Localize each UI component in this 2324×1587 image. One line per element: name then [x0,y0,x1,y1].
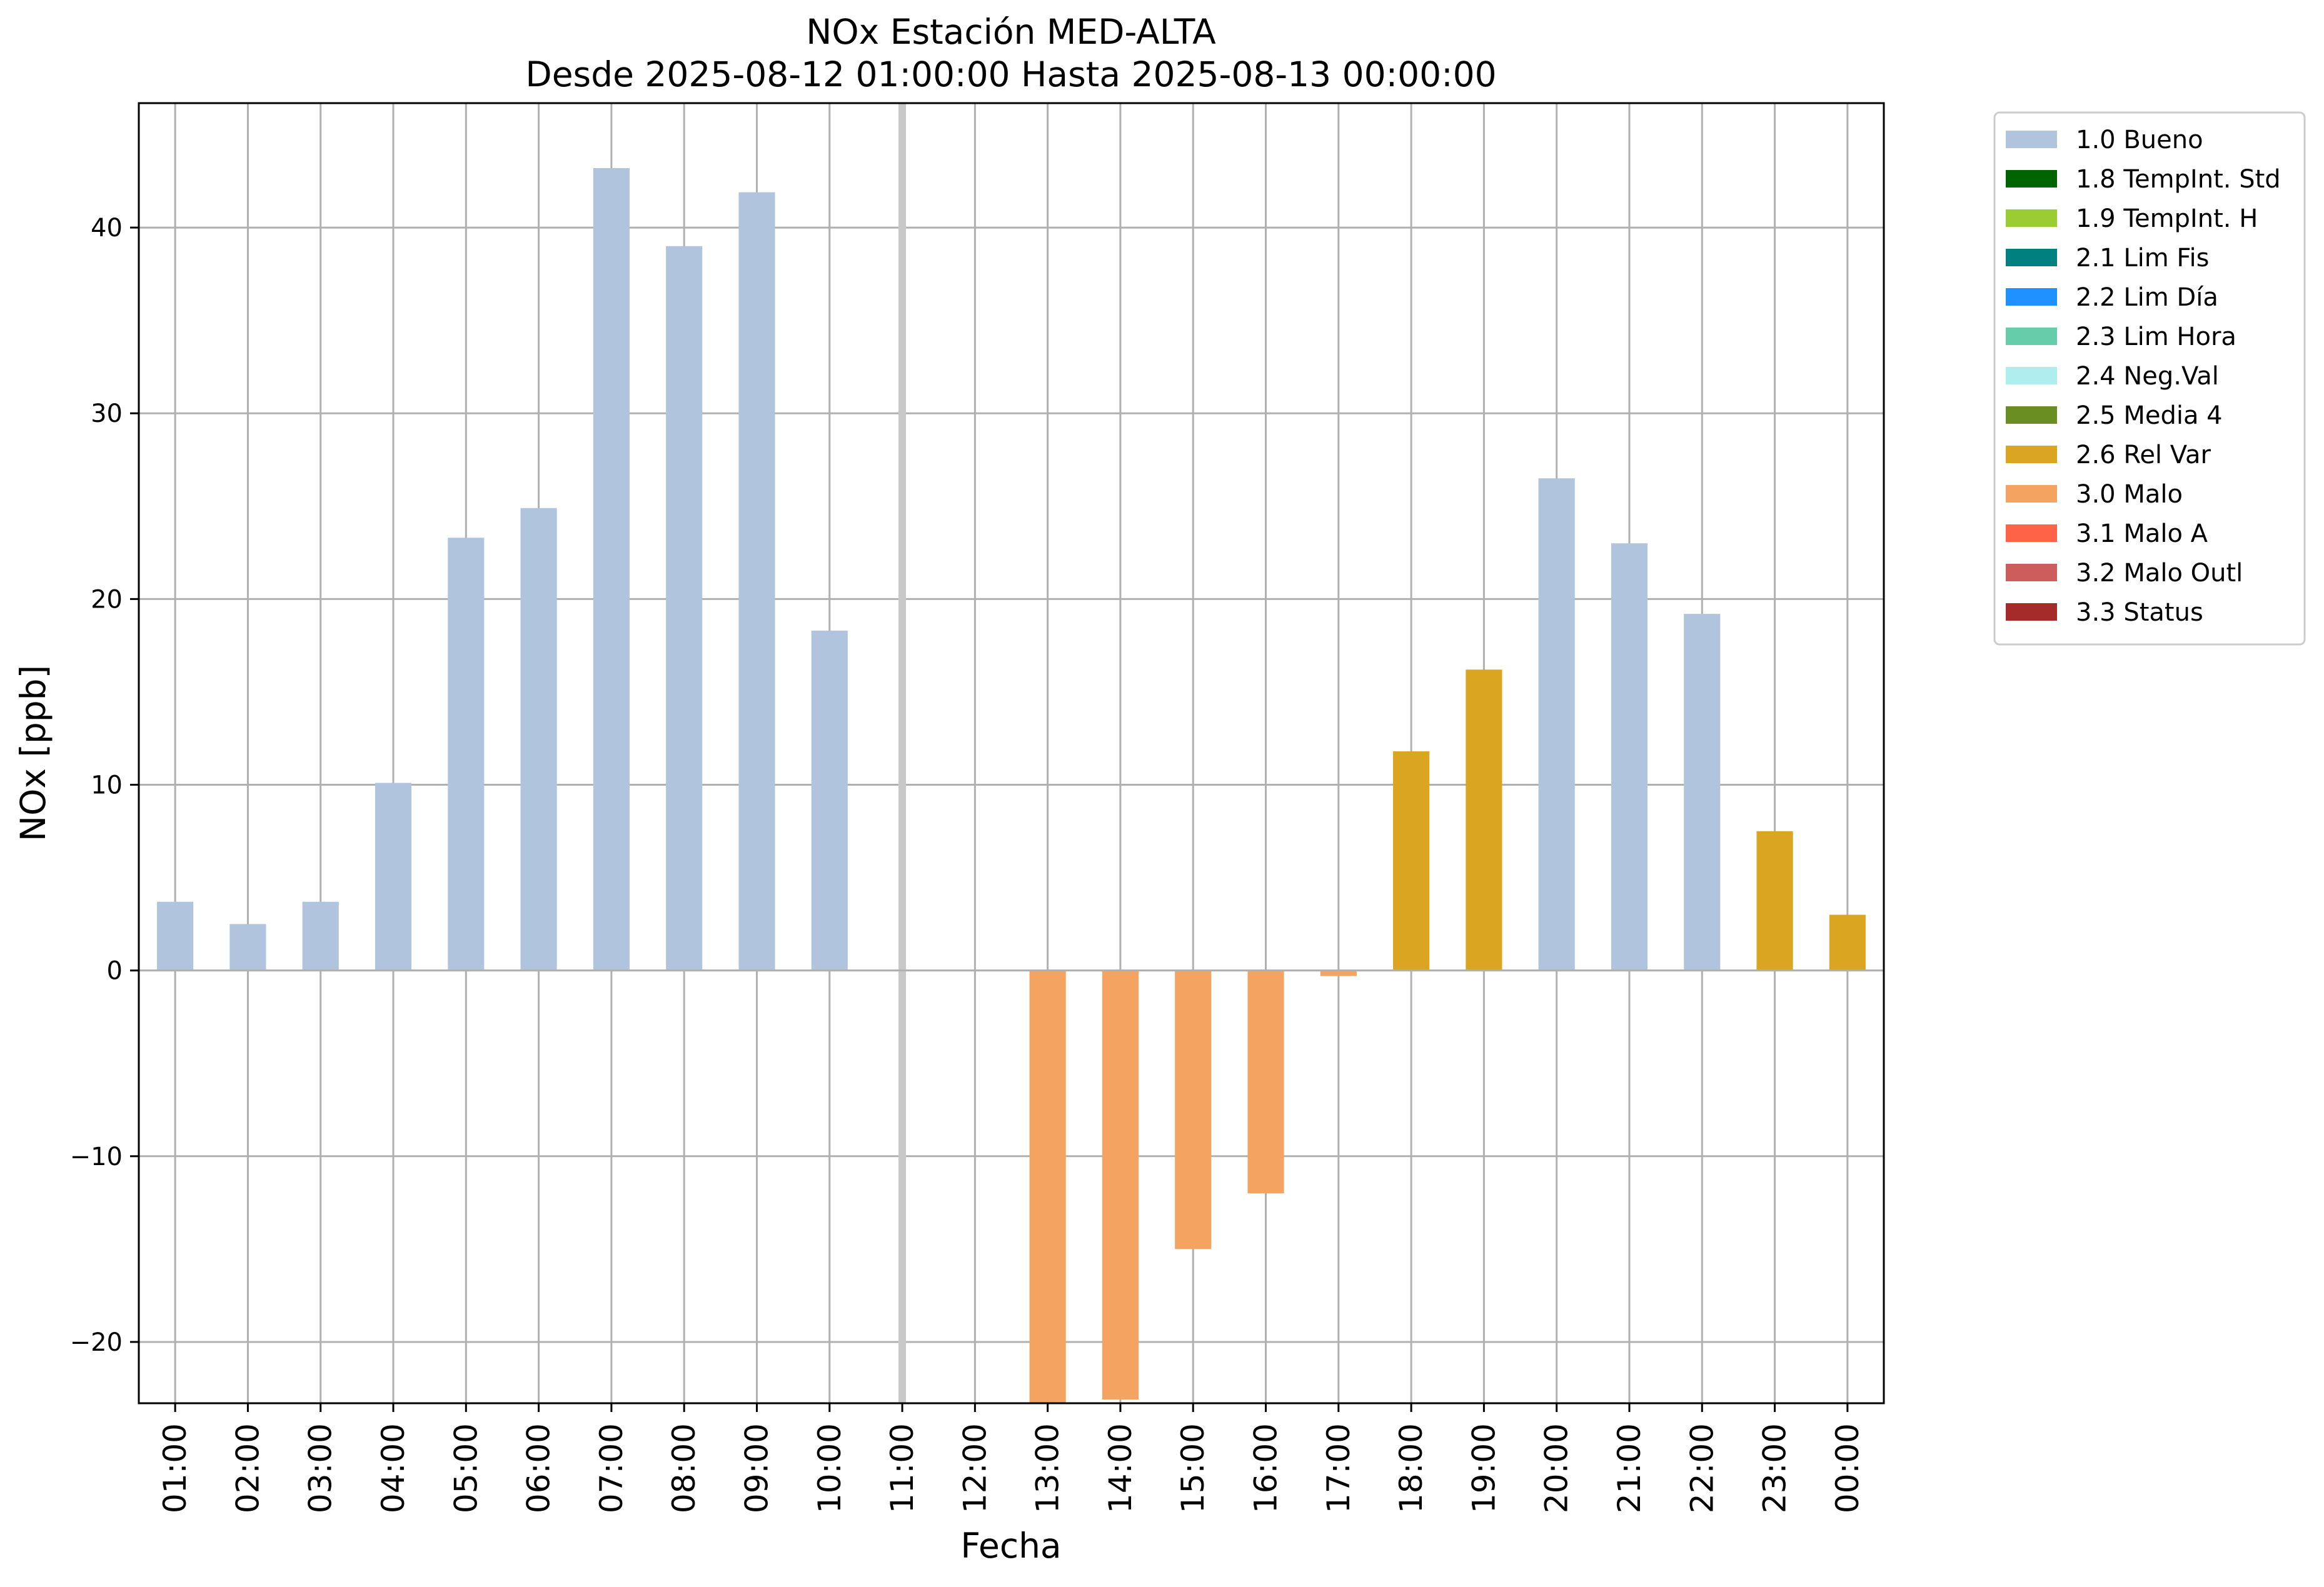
y-tick-label: 0 [107,957,123,986]
legend: 1.0 Bueno 1.8 TempInt. Std 1.9 TempInt. H 2… [1993,111,2306,646]
bar [593,168,630,971]
legend-swatch [2006,406,2057,424]
legend-swatch [2006,170,2057,188]
bars-layer [157,103,1866,1403]
legend-label: 1.9 TempInt. H [2076,204,2258,233]
legend-swatch [2006,288,2057,306]
legend-swatch [2006,131,2057,148]
bar [1684,614,1721,971]
legend-label: 2.3 Lim Hora [2076,323,2236,351]
bar [1320,970,1357,976]
x-tick-label: 05:00 [448,1423,484,1513]
legend-swatch [2006,603,2057,621]
legend-swatch [2006,564,2057,581]
y-tick-label: 20 [91,585,123,614]
y-tick-label: 10 [91,771,123,800]
bar [1393,751,1430,971]
x-ticks-layer: 01:00 02:00 03:00 04:00 05:00 06:00 07:00 08:00… [157,1403,1866,1513]
bar [1175,970,1212,1249]
legend-label: 2.1 Lim Fis [2076,244,2209,273]
x-tick-label: 16:00 [1248,1423,1284,1513]
x-tick-label: 02:00 [229,1423,266,1513]
bar [375,783,412,971]
legend-swatch [2006,485,2057,503]
plot-area [139,103,1884,1403]
plot-frame-layer [138,102,1885,1404]
x-tick-label: 19:00 [1466,1423,1502,1513]
x-tick-label: 06:00 [521,1423,557,1513]
legend-swatch [2006,367,2057,384]
legend-label: 3.3 Status [2076,598,2203,627]
x-tick-label: 15:00 [1175,1423,1211,1513]
x-tick-label: 01:00 [157,1423,193,1513]
chart-title-line2: Desde 2025-08-12 01:00:00 Hasta 2025-08-… [525,54,1496,94]
legend-label: 2.2 Lim Día [2076,283,2218,312]
x-tick-label: 18:00 [1393,1423,1429,1513]
bar [1102,970,1139,1400]
bar [1029,970,1066,1403]
x-tick-label: 11:00 [884,1423,920,1513]
highlight-band [898,103,907,1403]
x-tick-label: 04:00 [375,1423,411,1513]
x-tick-label: 10:00 [812,1423,848,1513]
y-tick-label: −10 [70,1143,123,1171]
bar [157,901,194,971]
x-tick-label: 13:00 [1030,1423,1066,1513]
x-tick-label: 20:00 [1539,1423,1575,1513]
chart-title-line1: NOx Estación MED-ALTA [806,12,1216,52]
bar [229,924,266,971]
bar [448,538,485,971]
legend-label: 2.6 Rel Var [2076,441,2211,469]
legend-swatch [2006,446,2057,463]
plot-background-layer [139,103,1884,1403]
legend-swatch [2006,328,2057,345]
legend-label: 3.0 Malo [2076,480,2183,509]
x-tick-label: 21:00 [1611,1423,1647,1513]
bar [302,901,339,971]
bar [1611,543,1648,971]
legend-label: 2.4 Neg.Val [2076,362,2219,391]
bar [1247,970,1284,1194]
x-tick-label: 17:00 [1320,1423,1357,1513]
y-tick-label: 40 [91,214,123,243]
x-tick-label: 14:00 [1102,1423,1139,1513]
x-tick-label: 08:00 [666,1423,702,1513]
bar [666,246,703,971]
legend-swatch [2006,524,2057,542]
y-tick-label: −20 [70,1328,123,1357]
x-tick-label: 00:00 [1829,1423,1866,1513]
bar [1466,669,1502,971]
x-tick-label: 07:00 [593,1423,630,1513]
bar [1756,831,1793,971]
bar [520,508,557,971]
y-axis-label: NOx [ppb] [13,665,53,841]
legend-label: 1.8 TempInt. Std [2076,165,2281,194]
x-tick-label: 23:00 [1757,1423,1793,1513]
legend-label: 3.2 Malo Outl [2076,559,2243,588]
y-ticks-layer: −20 −10 0 10 20 30 40 [70,214,139,1357]
x-tick-label: 03:00 [303,1423,339,1513]
bar [738,192,775,971]
legend-label: 3.1 Malo A [2076,519,2208,548]
legend-label: 1.0 Bueno [2076,126,2203,154]
legend-frame [1993,111,2306,646]
legend-swatch [2006,209,2057,227]
x-tick-label: 09:00 [738,1423,775,1513]
bar [1829,914,1866,971]
legend-swatch [2006,249,2057,266]
x-axis-label: Fecha [960,1526,1061,1566]
bar [1538,478,1575,971]
legend-label: 2.5 Media 4 [2076,401,2223,430]
plot-frame [138,102,1885,1404]
bar [811,630,848,971]
x-tick-label: 12:00 [957,1423,993,1513]
x-tick-label: 22:00 [1684,1423,1720,1513]
y-tick-label: 30 [91,399,123,428]
